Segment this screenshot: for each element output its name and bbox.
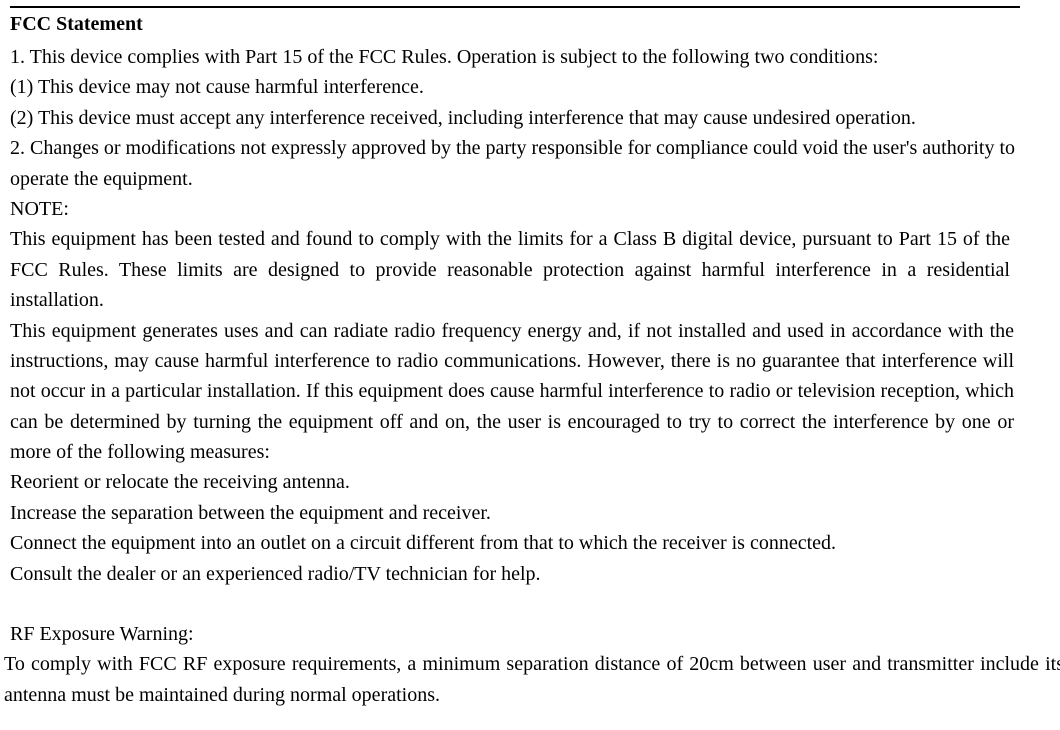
- paragraph-1: 1. This device complies with Part 15 of …: [10, 42, 1010, 72]
- document-body: FCC Statement 1. This device complies wi…: [0, 6, 1060, 710]
- paragraph-6: This equipment has been tested and found…: [10, 224, 1010, 315]
- paragraph-3: (2) This device must accept any interfer…: [10, 103, 1030, 133]
- paragraph-7: This equipment generates uses and can ra…: [10, 316, 1014, 468]
- paragraph-9: Increase the separation between the equi…: [10, 498, 1054, 528]
- paragraph-11: Consult the dealer or an experienced rad…: [10, 559, 1054, 589]
- paragraph-2: (1) This device may not cause harmful in…: [10, 72, 1054, 102]
- blank-line: [10, 589, 1054, 619]
- paragraph-8: Reorient or relocate the receiving anten…: [10, 467, 1054, 497]
- paragraph-4: 2. Changes or modifications not expressl…: [10, 133, 1020, 194]
- paragraph-10: Connect the equipment into an outlet on …: [10, 528, 1054, 558]
- top-divider: [10, 6, 1020, 8]
- paragraph-rf-heading: RF Exposure Warning:: [10, 619, 1054, 649]
- doc-heading: FCC Statement: [10, 10, 1054, 38]
- paragraph-note: NOTE:: [10, 194, 1054, 224]
- paragraph-13: To comply with FCC RF exposure requireme…: [4, 649, 1060, 710]
